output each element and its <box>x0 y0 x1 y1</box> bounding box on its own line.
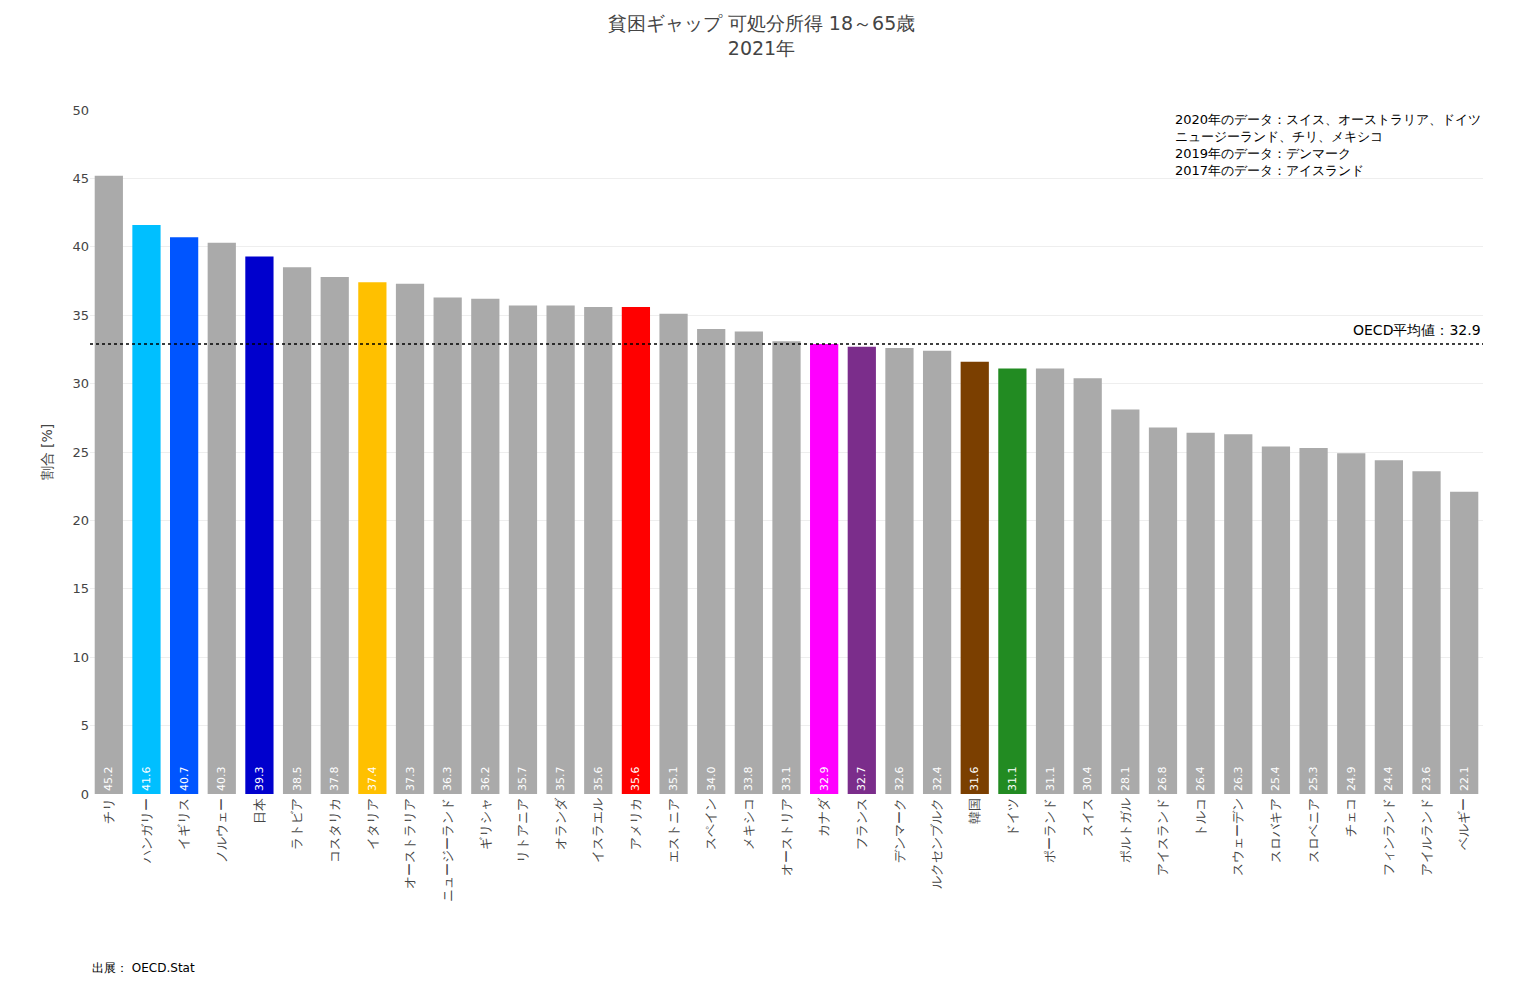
svg-text:31.1: 31.1 <box>1006 767 1019 792</box>
svg-text:40.3: 40.3 <box>215 767 228 792</box>
svg-text:2020年のデータ：スイス、オーストラリア、ドイツニュージー: 2020年のデータ：スイス、オーストラリア、ドイツニュージーランド、チリ、メキシ… <box>1175 112 1481 178</box>
svg-text:フランス: フランス <box>854 798 869 850</box>
svg-text:ベルギー: ベルギー <box>1456 798 1471 850</box>
svg-text:40.7: 40.7 <box>178 767 191 792</box>
svg-text:ポルトガル: ポルトガル <box>1118 798 1133 863</box>
svg-text:アイスランド: アイスランド <box>1155 798 1170 876</box>
svg-text:OECD平均値：32.9: OECD平均値：32.9 <box>1353 322 1481 338</box>
svg-text:25.3: 25.3 <box>1307 767 1320 792</box>
svg-text:オーストリア: オーストリア <box>779 798 794 876</box>
svg-text:40: 40 <box>72 239 89 254</box>
svg-text:リトアニア: リトアニア <box>515 798 530 863</box>
svg-text:35: 35 <box>72 308 89 323</box>
svg-text:23.6: 23.6 <box>1420 767 1433 792</box>
svg-text:32.7: 32.7 <box>855 767 868 792</box>
svg-text:45: 45 <box>72 171 89 186</box>
svg-text:コスタリカ: コスタリカ <box>327 798 342 863</box>
svg-text:10: 10 <box>72 650 89 665</box>
svg-text:37.4: 37.4 <box>366 767 379 792</box>
svg-text:ポーランド: ポーランド <box>1042 798 1057 863</box>
svg-text:32.9: 32.9 <box>818 767 831 792</box>
svg-text:50: 50 <box>72 103 89 118</box>
svg-text:エストニア: エストニア <box>666 798 681 863</box>
svg-text:36.2: 36.2 <box>479 767 492 792</box>
svg-text:0: 0 <box>81 787 89 802</box>
svg-text:アイルランド: アイルランド <box>1419 798 1434 876</box>
svg-text:15: 15 <box>72 581 89 596</box>
svg-text:オランダ: オランダ <box>553 797 568 850</box>
svg-text:25: 25 <box>72 445 89 460</box>
svg-text:26.4: 26.4 <box>1194 767 1207 792</box>
svg-text:25.4: 25.4 <box>1269 767 1282 792</box>
svg-text:スイス: スイス <box>1080 798 1095 837</box>
svg-text:スロバキア: スロバキア <box>1268 798 1283 863</box>
svg-text:ラトビア: ラトビア <box>289 798 304 850</box>
svg-text:ノルウェー: ノルウェー <box>214 798 229 863</box>
svg-text:デンマーク: デンマーク <box>892 798 907 863</box>
svg-text:ギリシャ: ギリシャ <box>478 798 493 850</box>
svg-text:34.0: 34.0 <box>705 767 718 792</box>
svg-text:45.2: 45.2 <box>102 767 115 792</box>
svg-text:ドイツ: ドイツ <box>1005 798 1020 837</box>
svg-text:35.6: 35.6 <box>629 767 642 792</box>
svg-text:35.7: 35.7 <box>516 767 529 792</box>
svg-text:5: 5 <box>81 718 89 733</box>
svg-text:28.1: 28.1 <box>1119 767 1132 792</box>
svg-text:ハンガリー: ハンガリー <box>139 798 154 864</box>
svg-text:22.1: 22.1 <box>1458 767 1471 792</box>
svg-text:36.3: 36.3 <box>441 767 454 792</box>
svg-text:日本: 日本 <box>252 798 267 824</box>
svg-text:30: 30 <box>72 376 89 391</box>
svg-text:イスラエル: イスラエル <box>590 798 605 863</box>
svg-text:出展： OECD.Stat: 出展： OECD.Stat <box>92 961 195 975</box>
svg-text:ニュージーランド: ニュージーランド <box>440 798 455 902</box>
svg-text:30.4: 30.4 <box>1081 767 1094 792</box>
svg-text:カナダ: カナダ <box>816 797 831 837</box>
svg-text:スウェーデン: スウェーデン <box>1231 798 1246 876</box>
svg-text:チェコ: チェコ <box>1343 798 1358 837</box>
svg-text:24.9: 24.9 <box>1345 767 1358 792</box>
svg-text:貧困ギャップ 可処分所得 18～65歳2021年: 貧困ギャップ 可処分所得 18～65歳2021年 <box>608 12 915 59</box>
svg-text:35.1: 35.1 <box>667 767 680 792</box>
svg-text:トルコ: トルコ <box>1193 798 1208 837</box>
svg-text:オーストラリア: オーストラリア <box>402 798 417 889</box>
svg-text:割合 [%]: 割合 [%] <box>39 424 55 481</box>
svg-text:スペイン: スペイン <box>703 798 718 850</box>
svg-text:24.4: 24.4 <box>1382 767 1395 792</box>
svg-text:メキシコ: メキシコ <box>741 798 756 850</box>
svg-text:33.1: 33.1 <box>780 767 793 792</box>
svg-text:31.1: 31.1 <box>1044 767 1057 792</box>
svg-text:38.5: 38.5 <box>291 767 304 792</box>
svg-text:37.8: 37.8 <box>328 767 341 792</box>
svg-text:33.8: 33.8 <box>742 767 755 792</box>
svg-text:37.3: 37.3 <box>404 767 417 792</box>
svg-text:チリ: チリ <box>101 798 116 824</box>
svg-text:32.4: 32.4 <box>931 767 944 792</box>
svg-text:35.6: 35.6 <box>592 767 605 792</box>
svg-text:アメリカ: アメリカ <box>628 798 643 850</box>
svg-text:26.8: 26.8 <box>1156 767 1169 792</box>
svg-text:スロベニア: スロベニア <box>1306 798 1321 863</box>
svg-text:39.3: 39.3 <box>253 767 266 792</box>
svg-text:26.3: 26.3 <box>1232 767 1245 792</box>
svg-text:フィンランド: フィンランド <box>1381 798 1396 876</box>
svg-text:35.7: 35.7 <box>554 767 567 792</box>
svg-text:31.6: 31.6 <box>968 767 981 792</box>
svg-text:32.6: 32.6 <box>893 767 906 792</box>
svg-text:韓国: 韓国 <box>967 798 982 824</box>
svg-text:20: 20 <box>72 513 89 528</box>
svg-text:イギリス: イギリス <box>176 798 191 850</box>
svg-text:41.6: 41.6 <box>140 767 153 792</box>
svg-text:イタリア: イタリア <box>365 798 380 850</box>
svg-text:ルクセンブルク: ルクセンブルク <box>929 798 944 889</box>
